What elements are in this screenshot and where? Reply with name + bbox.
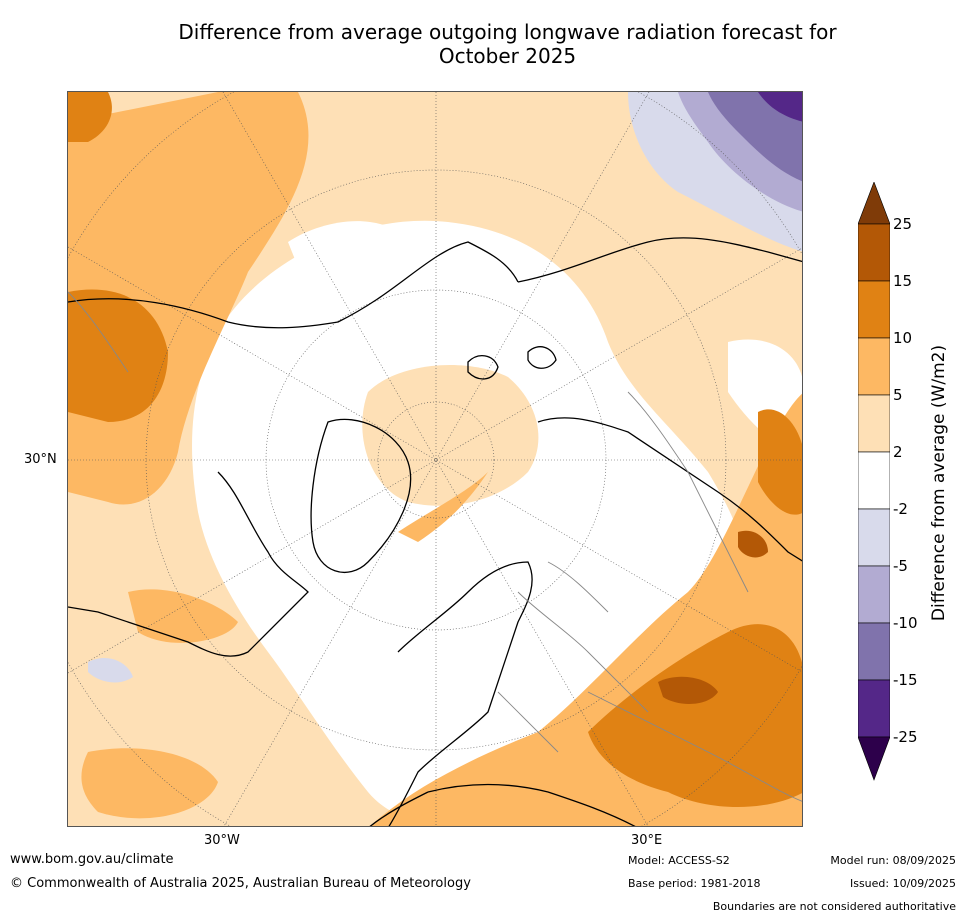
colorbar-tick: -5 bbox=[893, 557, 908, 575]
graticule bbox=[68, 92, 802, 826]
colorbar-tick: 2 bbox=[893, 443, 903, 461]
colorbar-bin bbox=[858, 223, 890, 282]
greenland-coast bbox=[310, 418, 412, 573]
colorbar-label: Difference from average (W/m2) bbox=[929, 344, 949, 622]
anomaly-region-peak bbox=[658, 676, 718, 704]
coastlines bbox=[68, 237, 802, 826]
anomaly-region-peak-2 bbox=[738, 530, 768, 558]
africa-coast bbox=[369, 791, 429, 826]
asia-coast bbox=[517, 237, 802, 562]
anomaly-region-pacific-strong-2 bbox=[68, 92, 112, 142]
footer-model-run: Model run: 08/09/2025 bbox=[830, 854, 956, 867]
anomaly-map bbox=[67, 91, 803, 827]
colorbar-bin bbox=[858, 565, 890, 624]
map-title: Difference from average outgoing longwav… bbox=[100, 20, 915, 68]
anomaly-region-asia-strong bbox=[758, 409, 802, 515]
colorbar-top-extension bbox=[858, 182, 890, 225]
colorbar-bin bbox=[858, 280, 890, 339]
longitude-label-30e: 30°E bbox=[631, 833, 663, 848]
colorbar-bottom-extension bbox=[858, 736, 890, 781]
colorbar-bin bbox=[858, 451, 890, 510]
anomaly-region-negative-strong bbox=[708, 92, 802, 182]
anomaly-region-europe-orange bbox=[398, 472, 488, 542]
anomaly-region-southwest bbox=[81, 748, 218, 819]
colorbar-bin bbox=[858, 337, 890, 396]
latitude-label-30n: 30°N bbox=[24, 452, 57, 467]
title-line-1: Difference from average outgoing longwav… bbox=[178, 20, 837, 44]
colorbar-tick: -10 bbox=[893, 614, 918, 632]
colorbar-bin bbox=[858, 679, 890, 738]
north-america-coast bbox=[68, 241, 519, 657]
longitude-label-30w: 30°W bbox=[204, 833, 240, 848]
title-line-2: October 2025 bbox=[438, 44, 577, 68]
footer-url[interactable]: www.bom.gov.au/climate bbox=[10, 852, 174, 867]
map-canvas bbox=[68, 92, 802, 826]
colorbar-bin bbox=[858, 508, 890, 567]
arctic-islands bbox=[467, 346, 557, 380]
europe-coast bbox=[388, 561, 533, 826]
colorbar-tick: -25 bbox=[893, 728, 918, 746]
colorbar-tick: 5 bbox=[893, 386, 903, 404]
footer-base-period: Base period: 1981-2018 bbox=[628, 877, 761, 890]
colorbar bbox=[858, 182, 890, 781]
colorbar-bin bbox=[858, 394, 890, 453]
colorbar-bin bbox=[858, 622, 890, 681]
footer-copyright: © Commonwealth of Australia 2025, Austra… bbox=[10, 876, 471, 891]
mediterranean-coast bbox=[427, 783, 636, 826]
anomaly-region-neutral-3 bbox=[288, 221, 398, 269]
footer-issued: Issued: 10/09/2025 bbox=[849, 877, 956, 890]
anomaly-region-negative-west bbox=[88, 657, 133, 683]
colorbar-tick: 25 bbox=[893, 215, 913, 233]
anomaly-region-negative-peak bbox=[758, 92, 802, 122]
anomaly-region-mideast-strong bbox=[588, 624, 802, 807]
anomaly-region-pacific-strong bbox=[68, 289, 168, 422]
country-borders bbox=[68, 291, 802, 802]
footer-disclaimer: Boundaries are not considered authoritat… bbox=[712, 900, 956, 913]
anomaly-region-atlantic bbox=[128, 589, 238, 643]
colorbar-tick: -15 bbox=[893, 671, 918, 689]
footer-model: Model: ACCESS-S2 bbox=[628, 854, 730, 867]
colorbar-tick: 15 bbox=[893, 272, 913, 290]
colorbar-tick: -2 bbox=[893, 500, 908, 518]
colorbar-tick: 10 bbox=[893, 329, 913, 347]
